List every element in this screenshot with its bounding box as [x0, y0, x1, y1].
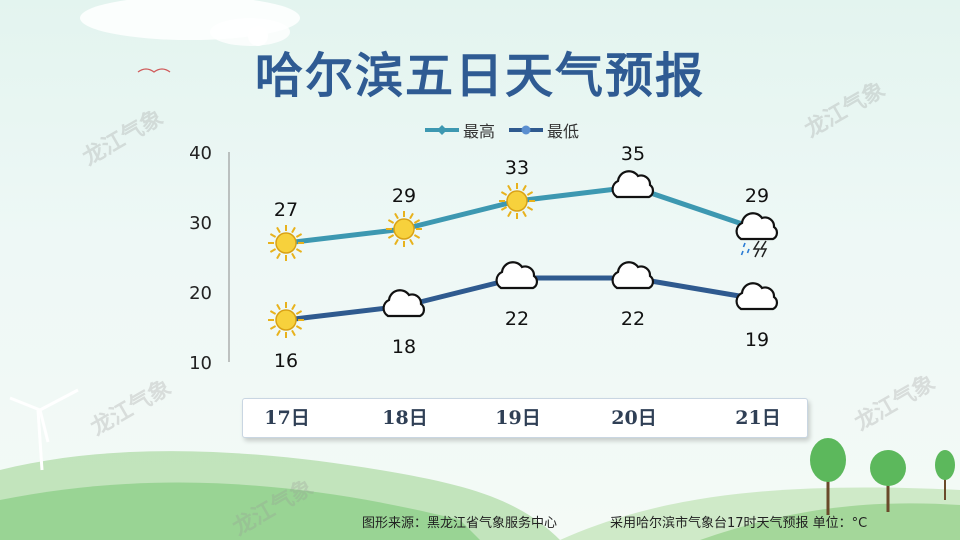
y-tick-label: 10: [189, 353, 212, 374]
page-title: 哈尔滨五日天气预报: [254, 48, 705, 104]
low-data-label: 19: [745, 329, 769, 351]
x-tick-label: 21日: [735, 407, 781, 429]
high-point-sun-icon: [499, 183, 535, 219]
legend-label-low: 最低: [547, 122, 580, 141]
high-data-label: 29: [392, 185, 416, 207]
x-tick-label: 17日: [264, 407, 310, 429]
legend-item-high: 最高: [425, 118, 495, 142]
legend-label-high: 最高: [463, 122, 496, 141]
legend-marker-low: [509, 125, 544, 135]
low-point-cloud-icon: [495, 261, 539, 290]
high-data-label: 33: [505, 157, 529, 179]
legend-item-low: 最低: [509, 118, 579, 142]
x-tick-label: 20日: [611, 407, 657, 429]
low-data-label: 16: [274, 350, 298, 372]
high-point-sun-icon: [268, 225, 304, 261]
low-point-cloud-icon: [382, 289, 426, 318]
low-data-label: 22: [621, 308, 645, 330]
day-labels-bar: 17日 18日 19日 20日 21日: [242, 398, 808, 438]
high-data-label: 29: [745, 185, 769, 207]
footer-note: 采用哈尔滨市气象台17时天气预报 单位：°C: [610, 516, 868, 531]
low-point-cloud-icon: [611, 261, 655, 290]
high-data-label: 27: [274, 199, 298, 221]
x-tick-label: 18日: [382, 407, 428, 429]
low-point-cloud-icon: [735, 282, 779, 311]
legend-marker-high: [425, 125, 459, 135]
footer-source: 图形来源：黑龙江省气象服务中心: [362, 516, 558, 531]
high-data-label: 35: [621, 143, 645, 165]
chart-legend: 最高 最低: [425, 118, 579, 142]
y-tick-label: 40: [189, 143, 212, 164]
low-point-sun-icon: [268, 302, 304, 338]
high-point-cloud-icon: [611, 170, 655, 199]
high-point-thunderstorm-icon: [735, 212, 779, 258]
x-tick-label: 19日: [495, 407, 541, 429]
low-data-label: 22: [505, 308, 529, 330]
high-point-sun-icon: [386, 211, 422, 247]
y-tick-label: 20: [189, 283, 212, 304]
low-data-label: 18: [392, 336, 416, 358]
y-tick-label: 30: [189, 213, 212, 234]
